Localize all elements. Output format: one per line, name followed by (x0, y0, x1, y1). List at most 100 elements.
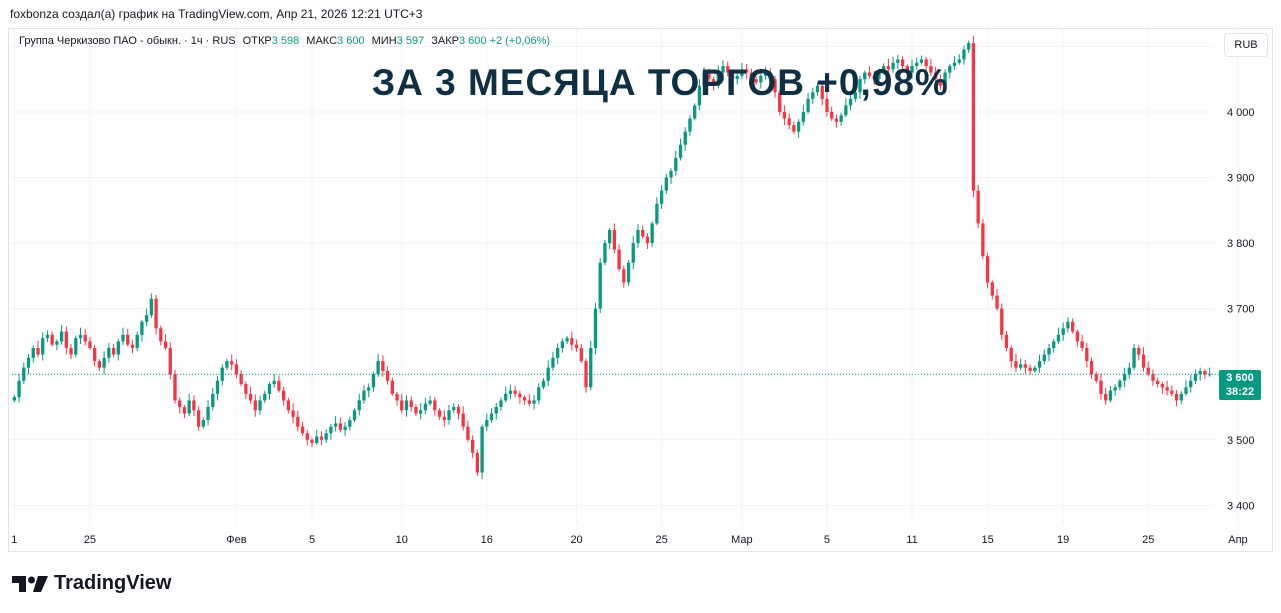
chart-area[interactable] (8, 28, 1273, 552)
candle-body (551, 357, 555, 368)
candle-body (579, 347, 583, 362)
candle-body (740, 69, 744, 76)
y-tick-label: 3 500 (1227, 435, 1255, 447)
candle-body (645, 236, 650, 244)
candle-body (126, 334, 130, 345)
x-tick-label: 19 (1057, 534, 1069, 546)
candle-body (296, 416, 300, 427)
y-tick-label: 3 700 (1227, 304, 1255, 316)
open-value: 3 598 (271, 35, 300, 47)
candle-body (943, 72, 947, 86)
candle-body (263, 393, 267, 401)
candle-body (395, 393, 399, 401)
candle-body (1019, 364, 1023, 368)
candle-body (206, 406, 210, 421)
candle-body (990, 282, 994, 296)
y-tick-label: 3 400 (1227, 500, 1255, 512)
candle-body (116, 341, 120, 355)
candle-body (811, 92, 815, 99)
candle-body (1108, 390, 1113, 401)
candle-body (631, 243, 635, 263)
candle-body (565, 338, 569, 342)
candle-body (475, 452, 480, 473)
candle-body (603, 243, 607, 263)
close-label: ЗАКР (431, 35, 459, 47)
candle-body (333, 423, 338, 427)
candle-body (508, 390, 513, 394)
candle-body (272, 380, 276, 385)
candle-body (655, 203, 659, 224)
candle-body (466, 426, 470, 440)
y-tick-label: 3 900 (1227, 173, 1255, 185)
candle-body (31, 347, 35, 358)
candle-body (22, 367, 26, 381)
candle-body (844, 105, 848, 116)
candle-body (518, 393, 522, 398)
candle-body (726, 66, 730, 73)
candle-body (17, 380, 21, 398)
candle-body (433, 400, 437, 411)
candle-body (688, 118, 692, 132)
candle-body (815, 85, 820, 93)
candle-body (768, 72, 772, 80)
candle-body (371, 374, 376, 388)
candle-body (721, 66, 725, 73)
last-price-value: 3 600 (1226, 372, 1254, 384)
candle-body (423, 403, 428, 411)
candle-body (1198, 370, 1202, 375)
candle-body (348, 420, 352, 427)
candle-body (1033, 367, 1037, 371)
candle-body (636, 229, 640, 244)
candle-body (409, 400, 413, 407)
candle-body (1156, 380, 1160, 385)
close-value: 3 600 (458, 35, 487, 47)
x-tick-label: 1 (11, 534, 17, 546)
candle-body (858, 79, 862, 93)
candle-body (315, 436, 319, 444)
candle-body (230, 361, 234, 365)
high-value: 3 600 (337, 35, 365, 47)
candle-body (428, 400, 432, 404)
candle-body (225, 361, 229, 368)
candle-body (971, 43, 976, 191)
currency-button[interactable]: RUB (1224, 33, 1268, 57)
y-tick-label: 3 800 (1227, 238, 1255, 250)
candle-body (470, 439, 475, 453)
candle-body (215, 380, 220, 394)
candle-body (437, 410, 442, 417)
candle-body (267, 384, 272, 394)
candle-body (886, 66, 891, 70)
candle-body (1151, 374, 1155, 381)
candle-body (36, 347, 40, 355)
candle-body (367, 387, 371, 391)
candle-body (782, 111, 787, 119)
candle-body (905, 66, 909, 73)
candle-body (933, 72, 938, 80)
candle-body (385, 370, 390, 381)
candle-body (730, 72, 735, 80)
candle-body (584, 361, 588, 388)
candle-body (159, 328, 163, 342)
low-value: 3 597 (396, 35, 425, 47)
candle-body (664, 177, 668, 191)
candle-body (83, 334, 87, 342)
candle-body (102, 357, 106, 368)
candle-body (192, 400, 196, 411)
candle-body (825, 98, 829, 112)
candle-body (948, 66, 952, 73)
bar-countdown: 38:22 (1225, 386, 1255, 398)
candle-body (669, 170, 673, 178)
candle-body (1080, 341, 1084, 348)
candle-body (1203, 370, 1207, 375)
candle-body (1014, 361, 1018, 368)
candle-body (1122, 374, 1127, 381)
candle-body (376, 361, 380, 375)
y-tick-label: 4 000 (1227, 107, 1255, 119)
candle-body (239, 374, 243, 385)
candle-body (1000, 308, 1004, 335)
candle-body (305, 433, 309, 440)
tradingview-brand[interactable]: TradingView (12, 572, 171, 595)
candle-body (45, 334, 50, 339)
